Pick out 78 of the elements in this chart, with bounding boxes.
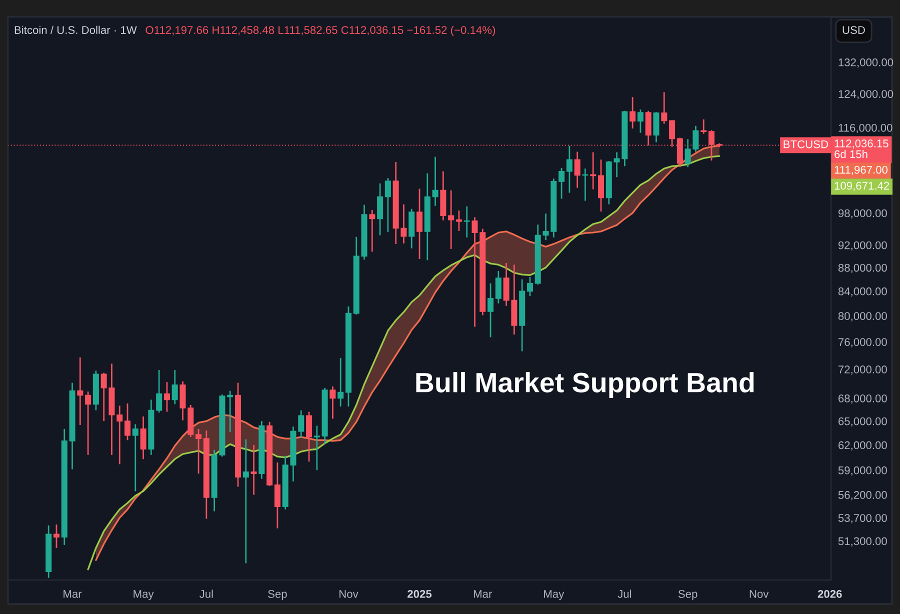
annotation: Bull Market Support Band bbox=[416, 372, 754, 398]
candlestick bbox=[156, 369, 162, 414]
y-tick-label: 88,000.00 bbox=[838, 264, 887, 274]
candlestick bbox=[700, 118, 707, 134]
candlestick bbox=[172, 369, 178, 405]
candlestick bbox=[495, 270, 502, 304]
candlestick bbox=[250, 444, 257, 496]
candlestick bbox=[242, 438, 249, 564]
candlestick bbox=[77, 356, 84, 426]
candlestick bbox=[448, 190, 454, 250]
x-tick-label: Nov bbox=[340, 590, 358, 598]
y-tick-label: 59,000.00 bbox=[838, 466, 887, 476]
candlestick bbox=[566, 145, 572, 194]
y-tick-label: 72,000.00 bbox=[838, 366, 887, 375]
y-tick-label: 62,000.00 bbox=[838, 441, 887, 450]
x-tick-label: Nov bbox=[750, 590, 769, 598]
y-tick-label: 53,700.00 bbox=[838, 514, 887, 524]
candlestick bbox=[274, 462, 280, 530]
candlestick bbox=[598, 158, 604, 212]
candlestick bbox=[637, 108, 644, 134]
candlestick bbox=[558, 167, 565, 200]
x-tick-label: Mar bbox=[64, 590, 82, 598]
candlestick bbox=[132, 424, 138, 492]
y-tick-label: 65,000.00 bbox=[838, 417, 887, 427]
candlestick bbox=[432, 156, 438, 207]
candlestick bbox=[377, 182, 384, 236]
y-tick-label: 84,000.00 bbox=[838, 287, 887, 297]
candlestick bbox=[314, 425, 320, 471]
candlestick bbox=[661, 91, 668, 124]
candlestick bbox=[488, 282, 494, 338]
candlestick bbox=[526, 276, 533, 297]
text: 111,967.00 bbox=[834, 166, 888, 176]
y-tick-label: 76,000.00 bbox=[838, 338, 887, 348]
text: O112,197.66 H112,458.48 L111,582.65 C112,036.15 −161.52 (−0.14%) bbox=[146, 26, 496, 36]
candlestick bbox=[464, 206, 470, 238]
candlestick bbox=[124, 402, 131, 441]
x-tick-label: Jul bbox=[618, 590, 632, 598]
candlestick bbox=[630, 96, 636, 130]
y-tick-label: 68,000.00 bbox=[838, 394, 887, 404]
x-tick-label: Sep bbox=[678, 590, 698, 600]
y-tick-label: 56,200.00 bbox=[838, 491, 887, 500]
candlestick bbox=[330, 386, 336, 420]
y-tick-label: 51,300.00 bbox=[838, 537, 887, 546]
y-tick-label: 98,000.00 bbox=[838, 209, 887, 218]
candlestick bbox=[590, 152, 596, 190]
candlestick bbox=[116, 405, 123, 465]
candlestick bbox=[416, 188, 423, 260]
candlestick bbox=[456, 210, 462, 232]
x-tick-label: May bbox=[544, 590, 564, 600]
candlestick bbox=[164, 381, 170, 413]
y-tick-label: 132,000.00 bbox=[838, 58, 894, 68]
candlestick bbox=[369, 209, 376, 252]
x-tick-label: Sep bbox=[268, 590, 287, 600]
x-tick-label: Mar bbox=[474, 590, 492, 598]
text: Bitcoin / U.S. Dollar · 1W bbox=[14, 26, 137, 34]
ref-line-label: BTCUSD bbox=[784, 140, 828, 148]
x-tick-label: May bbox=[134, 590, 154, 600]
x-tick-label: 2025 bbox=[408, 590, 432, 598]
text: 109,671.42 bbox=[834, 182, 890, 191]
candlestick bbox=[196, 428, 202, 474]
candlestick bbox=[653, 111, 660, 143]
candlestick bbox=[298, 410, 304, 438]
candlestick bbox=[140, 416, 146, 460]
text: 112,036.15 6d 15h bbox=[834, 140, 888, 158]
candlestick bbox=[227, 390, 234, 433]
candlestick bbox=[384, 177, 391, 233]
y-tick-label: 124,000.00 bbox=[838, 90, 894, 100]
candlestick bbox=[85, 390, 92, 456]
candlestick bbox=[574, 151, 580, 189]
y-tick-label: 116,000.00 bbox=[838, 124, 892, 134]
y-tick-label: 92,000.00 bbox=[838, 241, 887, 251]
candlestick bbox=[53, 524, 60, 549]
candlestick bbox=[306, 411, 312, 462]
candlestick bbox=[338, 357, 344, 408]
x-tick-label: Jul bbox=[199, 590, 213, 598]
x-tick-label: 2026 bbox=[818, 590, 842, 598]
y-axis-title: USD bbox=[842, 26, 865, 34]
y-tick-label: 80,000.00 bbox=[838, 312, 887, 322]
